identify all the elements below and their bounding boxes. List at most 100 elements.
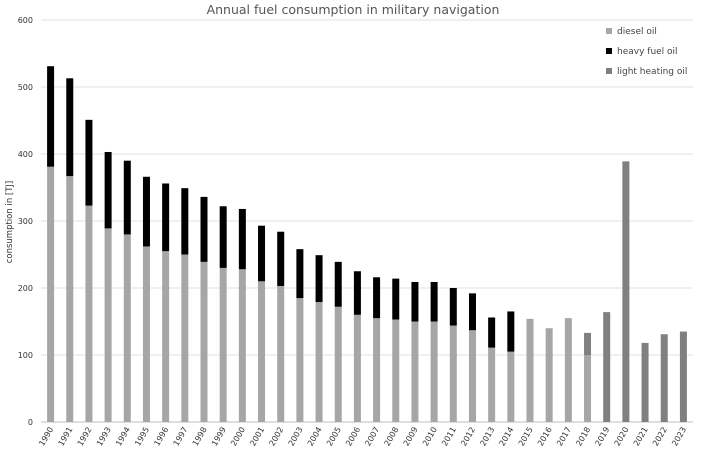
bar-segment — [373, 318, 381, 422]
x-tick-label: 1992 — [76, 426, 94, 448]
y-tick-label: 0 — [28, 418, 33, 427]
x-tick-label: 2004 — [306, 426, 324, 448]
bar-segment — [449, 288, 457, 326]
bar-segment — [296, 298, 304, 422]
x-tick-label: 2010 — [421, 426, 439, 448]
bar-segment — [238, 208, 246, 270]
x-tick-label: 1991 — [57, 426, 75, 448]
x-tick-label: 1993 — [95, 426, 113, 448]
bar-segment — [488, 347, 496, 422]
x-tick-label: 1996 — [152, 426, 170, 448]
bar-segment — [430, 321, 438, 422]
x-tick-label: 2019 — [593, 426, 611, 448]
bar-segment — [679, 331, 687, 422]
bar-segment — [392, 319, 400, 422]
bars — [47, 66, 687, 422]
legend-label: diesel oil — [617, 27, 657, 37]
legend-swatch — [606, 48, 612, 54]
x-tick-label: 2011 — [440, 426, 458, 448]
bar-segment — [334, 306, 342, 422]
legend-label: heavy fuel oil — [617, 47, 678, 57]
y-tick-label: 500 — [18, 83, 33, 92]
bar-segment — [162, 251, 170, 422]
x-tick-label: 2012 — [459, 426, 477, 448]
x-tick-label: 2009 — [402, 426, 420, 448]
bar-segment — [411, 281, 419, 322]
bar-segment — [66, 176, 74, 422]
bar-segment — [181, 254, 189, 422]
x-tick-label: 1998 — [191, 426, 209, 448]
bar-segment — [507, 351, 515, 422]
bar-segment — [200, 261, 208, 422]
y-tick-label: 300 — [18, 217, 33, 226]
x-tick-label: 2000 — [229, 426, 247, 448]
bar-segment — [258, 281, 266, 422]
x-tick-label: 2022 — [651, 426, 669, 448]
grid — [41, 19, 693, 423]
bar-segment — [468, 330, 476, 422]
bar-segment — [507, 311, 515, 352]
bar-segment — [66, 78, 74, 177]
x-tick-label: 2014 — [498, 426, 516, 448]
bar-segment — [85, 119, 93, 206]
bar-segment — [641, 342, 649, 422]
x-tick-label: 2020 — [613, 426, 631, 448]
bar-segment — [277, 231, 285, 286]
x-tick-label: 2006 — [344, 426, 362, 448]
bar-segment — [123, 160, 131, 235]
x-tick-label: 2016 — [536, 426, 554, 448]
bar-segment — [85, 205, 93, 422]
x-tick-label: 2005 — [325, 426, 343, 448]
y-tick-label: 200 — [18, 284, 33, 293]
chart-title: Annual fuel consumption in military navi… — [207, 2, 500, 17]
bar-segment — [603, 312, 611, 422]
bar-segment — [660, 334, 668, 422]
bar-segment — [142, 176, 150, 247]
x-tick-label: 2017 — [555, 426, 573, 448]
x-axis-ticks: 1990 1991 1992 1993 1994 1995 1996 1997 1998 1999… — [37, 426, 688, 448]
legend: diesel oil heavy fuel oil light heating oi… — [606, 27, 687, 77]
bar-segment — [162, 183, 170, 252]
y-tick-label: 400 — [18, 150, 33, 159]
bar-segment — [47, 66, 55, 167]
x-tick-label: 2008 — [383, 426, 401, 448]
y-tick-label: 100 — [18, 351, 33, 360]
legend-label: light heating oil — [617, 67, 687, 77]
x-tick-label: 2001 — [248, 426, 266, 448]
x-tick-label: 2023 — [670, 426, 688, 448]
bar-segment — [488, 317, 496, 348]
x-tick-label: 1997 — [172, 426, 190, 448]
bar-segment — [315, 255, 323, 303]
bar-segment — [47, 166, 55, 422]
y-axis-label: consumption in [TJ] — [5, 181, 15, 264]
bar-segment — [142, 246, 150, 422]
y-tick-label: 600 — [18, 16, 33, 25]
bar-segment — [277, 285, 285, 422]
bar-segment — [353, 314, 361, 422]
x-tick-label: 1990 — [37, 426, 55, 448]
bar-segment — [334, 261, 342, 307]
y-axis-ticks: 0 100 200 300 400 500 600 — [18, 16, 33, 427]
x-tick-label: 1999 — [210, 426, 228, 448]
bar-segment — [392, 278, 400, 320]
bar-segment — [526, 318, 534, 422]
x-tick-label: 2015 — [517, 426, 535, 448]
x-tick-label: 2013 — [478, 426, 496, 448]
bar-segment — [296, 249, 304, 299]
bar-segment — [315, 302, 323, 422]
bar-segment — [238, 269, 246, 422]
bar-segment — [219, 267, 227, 422]
bar-segment — [584, 332, 592, 355]
x-tick-label: 2018 — [574, 426, 592, 448]
x-tick-label: 2002 — [267, 426, 285, 448]
bar-segment — [353, 271, 361, 315]
x-tick-label: 1994 — [114, 426, 132, 448]
legend-swatch — [606, 28, 612, 34]
x-tick-label: 1995 — [133, 426, 151, 448]
bar-segment — [104, 228, 112, 422]
x-tick-label: 2007 — [363, 426, 381, 448]
bar-segment — [181, 188, 189, 255]
legend-swatch — [606, 68, 612, 74]
bar-segment — [411, 321, 419, 422]
